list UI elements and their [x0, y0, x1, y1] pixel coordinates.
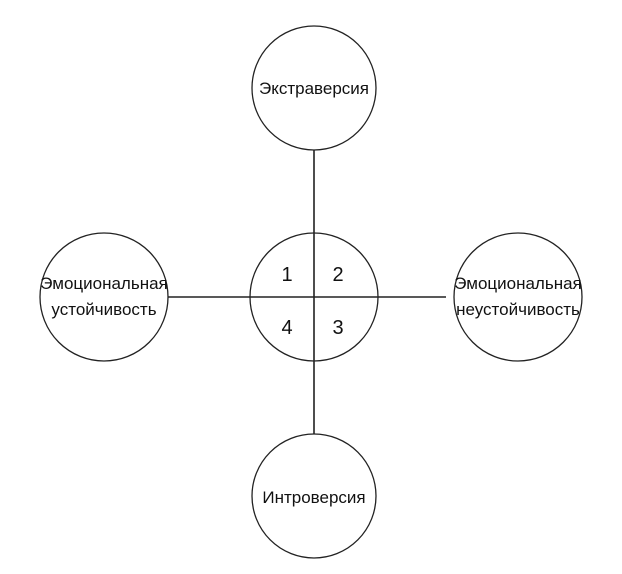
right-node-circle	[453, 232, 583, 362]
left-node-label-line1: Эмоциональная	[40, 274, 168, 293]
top-node-circle	[251, 25, 377, 151]
left-node-label-line2: устойчивость	[51, 300, 156, 319]
center-circle	[249, 232, 379, 362]
quadrant-4-label: 4	[281, 317, 292, 339]
quadrant-1-label: 1	[281, 264, 292, 286]
quadrant-3-label: 3	[332, 317, 343, 339]
right-node-label-line1: Эмоциональная	[454, 274, 582, 293]
top-node-label: Экстраверсия	[259, 79, 369, 98]
bottom-node-circle	[251, 433, 377, 559]
left-node-circle	[39, 232, 169, 362]
quadrant-2-label: 2	[332, 264, 343, 286]
right-node-label-line2: неустойчивость	[456, 300, 580, 319]
bottom-node-label: Интроверсия	[262, 488, 365, 507]
